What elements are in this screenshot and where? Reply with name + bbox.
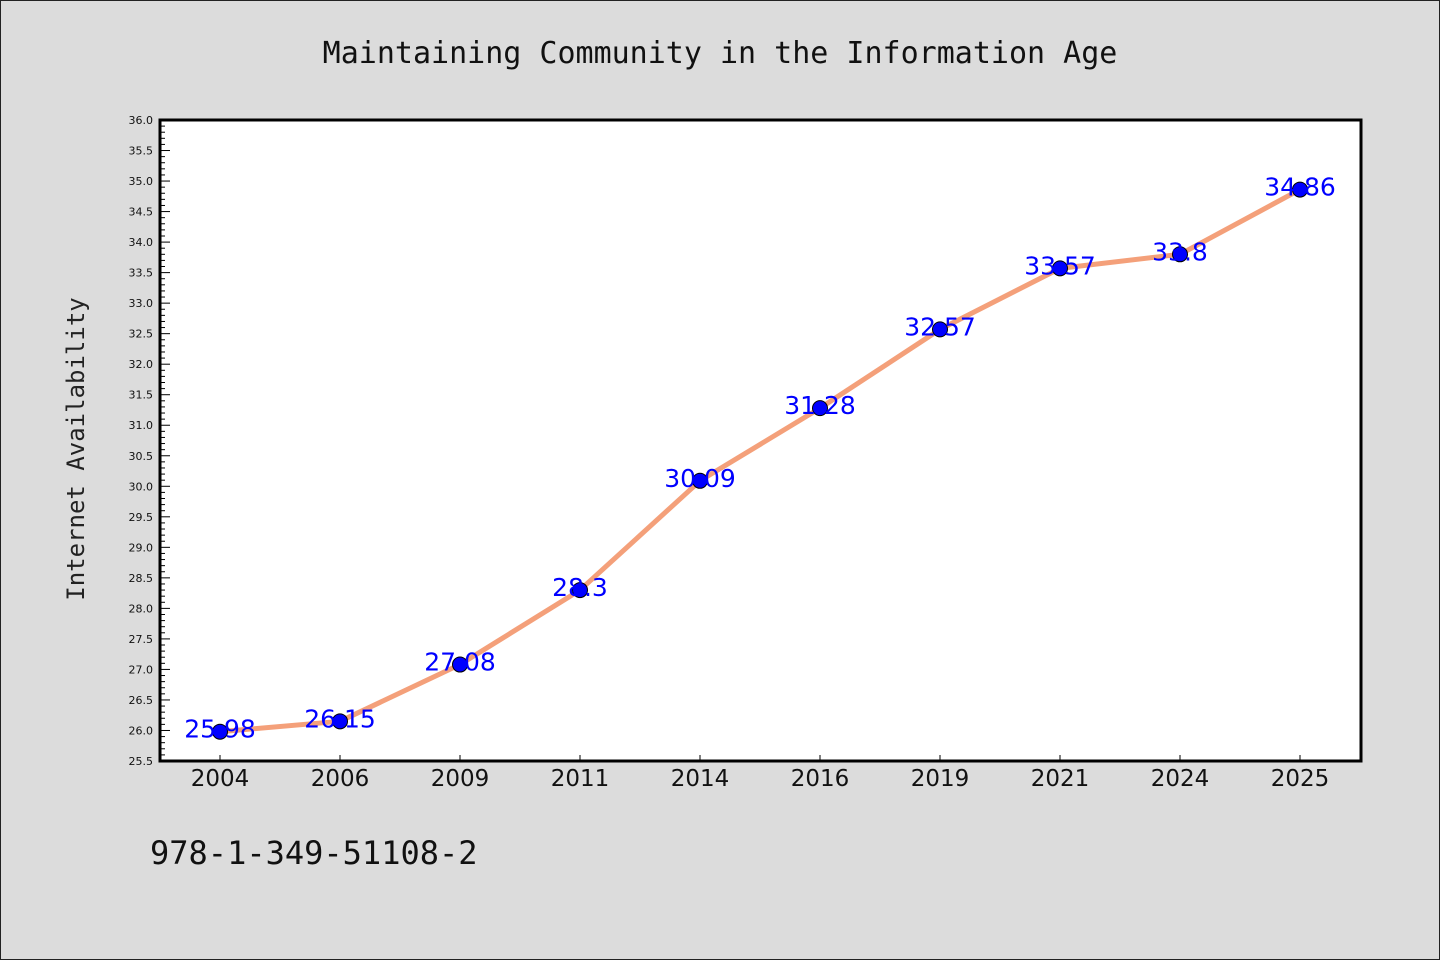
data-label: 26.15	[304, 704, 376, 733]
footer-isbn: 978-1-349-51108-2	[150, 834, 478, 872]
y-tick-label: 25.5	[129, 755, 154, 768]
x-tick-label: 2009	[431, 766, 490, 792]
y-tick-label: 27.5	[129, 633, 154, 646]
x-tick-label: 2019	[911, 766, 970, 792]
data-point	[332, 713, 348, 730]
data-point	[452, 656, 468, 673]
y-tick-label: 27.0	[129, 663, 154, 676]
y-tick-label: 28.5	[129, 572, 154, 585]
data-point	[572, 582, 588, 599]
x-tick-label: 2024	[1151, 766, 1210, 792]
chart-title: Maintaining Community in the Information…	[323, 36, 1118, 71]
y-tick-label: 33.0	[129, 297, 154, 310]
data-label: 34.86	[1264, 173, 1336, 202]
y-tick-label: 35.0	[129, 175, 154, 188]
data-label: 28.3	[552, 573, 608, 602]
y-tick-label: 31.5	[129, 389, 154, 402]
x-axis: 2004 2006 2009 2011 2014 2016 2019 2021 2024 2025	[191, 755, 1330, 792]
y-tick-label: 33.5	[129, 267, 154, 280]
y-tick-label: 30.5	[129, 450, 154, 463]
data-label: 33.57	[1024, 251, 1096, 280]
plot-area	[158, 118, 1363, 763]
data-point	[932, 321, 948, 338]
data-point	[692, 472, 708, 489]
data-point	[1172, 246, 1188, 263]
data-label: 32.57	[904, 312, 976, 341]
x-tick-label: 2016	[791, 766, 850, 792]
y-tick-label: 32.5	[129, 328, 154, 341]
y-tick-label: 29.5	[129, 511, 154, 524]
x-tick-label: 2011	[551, 766, 610, 792]
y-axis-label: Internet Availability	[62, 297, 90, 600]
x-tick-label: 2014	[671, 766, 730, 792]
x-tick-label: 2004	[191, 766, 250, 792]
y-tick-label: 34.0	[129, 236, 154, 249]
y-tick-label: 34.5	[129, 206, 154, 219]
data-label: 33.8	[1152, 237, 1208, 266]
data-labels: 25.98 26.15 27.08 28.3 30.09 31.28 32.57 33.57 3…	[184, 173, 1336, 744]
y-tick-label: 35.5	[129, 145, 154, 158]
y-tick-label: 30.0	[129, 480, 154, 493]
data-label: 25.98	[184, 715, 256, 744]
y-tick-label: 28.0	[129, 602, 154, 615]
y-tick-label: 26.5	[129, 694, 154, 707]
series-line	[217, 187, 1303, 735]
x-tick-label: 2006	[311, 766, 370, 792]
y-tick-label: 29.0	[129, 541, 154, 554]
data-label: 27.08	[424, 648, 496, 677]
y-tick-label: 26.0	[129, 724, 154, 737]
data-label: 30.09	[664, 464, 736, 493]
y-tick-label: 31.0	[129, 419, 154, 432]
data-point	[212, 723, 228, 740]
data-point	[1052, 260, 1068, 277]
data-point	[812, 400, 828, 417]
data-label: 31.28	[784, 391, 856, 420]
series-group	[212, 181, 1308, 740]
data-point	[1292, 181, 1308, 198]
y-tick-label: 36.0	[129, 114, 154, 127]
y-axis: 25.5 26.0 26.5 27.0 27.5 28.0 28.5 29.0 29.5 30.0…	[129, 114, 170, 768]
y-tick-label: 32.0	[129, 358, 154, 371]
x-tick-label: 2021	[1031, 766, 1090, 792]
x-tick-label: 2025	[1271, 766, 1330, 792]
